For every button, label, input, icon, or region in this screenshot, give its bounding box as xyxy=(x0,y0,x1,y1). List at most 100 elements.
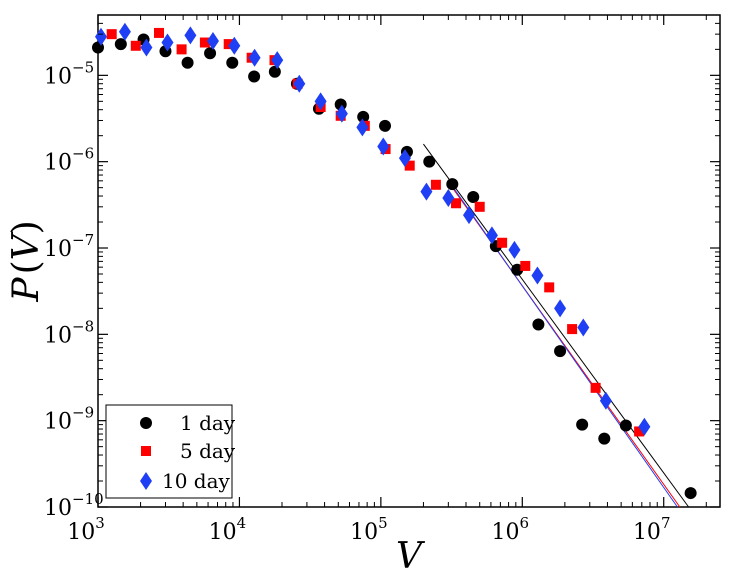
x-tick-exponent: 5 xyxy=(378,514,388,532)
y-tick-label-4: 10−9 xyxy=(44,404,94,435)
y-tick-label-5: 10−10 xyxy=(44,490,104,521)
y-tick-label-2: 10−7 xyxy=(44,231,94,262)
data-point-10-day xyxy=(599,391,612,410)
x-tick-base: 10 xyxy=(633,520,661,545)
data-point-5-day xyxy=(430,179,441,190)
data-point-1-day xyxy=(511,263,524,276)
y-tick-base: 10 xyxy=(44,496,72,521)
data-point-1-day xyxy=(268,65,281,78)
data-point-5-day xyxy=(130,40,141,51)
data-point-10-day xyxy=(638,417,651,436)
data-point-1-day xyxy=(379,119,392,132)
y-tick-base: 10 xyxy=(44,410,72,435)
data-point-5-day xyxy=(567,324,578,335)
data-point-5-day xyxy=(590,382,601,393)
data-point-10-day xyxy=(398,149,411,168)
y-tick-base: 10 xyxy=(44,64,72,89)
x-tick-base: 10 xyxy=(492,520,520,545)
data-point-10-day xyxy=(271,51,284,70)
legend-box xyxy=(105,404,233,499)
y-axis-label: P (V) xyxy=(6,220,47,302)
data-point-10-day xyxy=(293,74,306,93)
x-tick-base: 10 xyxy=(350,520,378,545)
y-tick-base: 10 xyxy=(44,237,72,262)
fit-line-1-day xyxy=(423,143,690,508)
data-point-10-day xyxy=(485,226,498,245)
data-point-1-day xyxy=(423,155,436,168)
data-point-1-day xyxy=(684,487,697,500)
y-tick-exponent: −5 xyxy=(72,58,94,76)
data-point-1-day xyxy=(204,47,217,60)
legend-marker-1-day xyxy=(140,417,152,429)
y-tick-exponent: −8 xyxy=(72,317,94,335)
data-point-5-day xyxy=(176,44,187,55)
legend: 1 day 5 day 10 day xyxy=(105,404,236,499)
data-point-10-day xyxy=(356,118,369,137)
x-tick-base: 10 xyxy=(67,520,95,545)
data-point-5-day xyxy=(451,198,462,209)
y-axis-label-close: ) xyxy=(6,220,47,234)
data-point-5-day xyxy=(544,282,555,293)
x-tick-exponent: 7 xyxy=(661,514,671,532)
data-point-10-day xyxy=(314,92,327,111)
data-point-1-day xyxy=(114,38,127,51)
y-tick-label-0: 10−5 xyxy=(44,58,94,89)
data-point-5-day xyxy=(223,39,234,50)
x-tick-label-0: 103 xyxy=(67,514,105,545)
data-point-10-day xyxy=(248,48,261,67)
legend-label-10-day: 10 day xyxy=(162,469,231,493)
y-tick-base: 10 xyxy=(44,151,72,176)
data-point-10-day xyxy=(420,182,433,201)
y-tick-label-3: 10−8 xyxy=(44,317,94,348)
y-tick-base: 10 xyxy=(44,323,72,348)
data-point-10-day xyxy=(377,137,390,156)
data-point-10-day xyxy=(508,240,521,259)
legend-marker-10-day xyxy=(140,472,152,490)
y-axis-label-var: V xyxy=(6,230,47,260)
y-axis-label-open: ( xyxy=(6,260,47,274)
data-point-10-day xyxy=(228,36,241,55)
y-tick-exponent: −9 xyxy=(72,404,94,422)
data-point-10-day xyxy=(118,22,131,41)
y-axis-label-fn: P xyxy=(6,277,47,303)
x-tick-label-4: 107 xyxy=(633,514,671,545)
data-point-5-day xyxy=(404,160,415,171)
x-axis-label: V xyxy=(396,536,426,572)
data-point-1-day xyxy=(226,56,239,69)
data-point-10-day xyxy=(161,33,174,52)
data-point-10-day xyxy=(531,266,544,285)
x-tick-base: 10 xyxy=(209,520,237,545)
data-point-1-day xyxy=(576,418,589,431)
x-tick-label-2: 105 xyxy=(350,514,388,545)
data-point-5-day xyxy=(634,426,645,437)
x-tick-exponent: 6 xyxy=(520,514,530,532)
data-point-1-day xyxy=(357,110,370,123)
data-point-5-day xyxy=(154,27,165,38)
data-point-10-day xyxy=(140,38,153,57)
y-tick-exponent: −7 xyxy=(72,231,94,249)
data-point-1-day xyxy=(554,345,567,358)
data-point-1-day xyxy=(532,318,545,331)
data-point-1-day xyxy=(619,419,632,432)
data-point-10-day xyxy=(206,31,219,50)
x-tick-exponent: 4 xyxy=(237,514,247,532)
data-point-10-day xyxy=(335,104,348,123)
data-point-10-day xyxy=(463,206,476,225)
legend-label-5-day: 5 day xyxy=(180,439,236,463)
x-tick-label-3: 106 xyxy=(492,514,530,545)
data-point-10-day xyxy=(577,318,590,337)
data-point-5-day xyxy=(474,201,485,212)
data-point-1-day xyxy=(181,56,194,69)
data-point-5-day xyxy=(497,237,508,248)
y-tick-exponent: −6 xyxy=(72,145,94,163)
data-points xyxy=(92,22,697,500)
data-point-10-day xyxy=(442,188,455,207)
data-point-10-day xyxy=(554,299,567,318)
y-tick-label-1: 10−6 xyxy=(44,145,94,176)
data-point-1-day xyxy=(248,70,261,83)
data-point-5-day xyxy=(199,37,210,48)
data-point-1-day xyxy=(598,432,611,445)
data-point-5-day xyxy=(520,260,531,271)
